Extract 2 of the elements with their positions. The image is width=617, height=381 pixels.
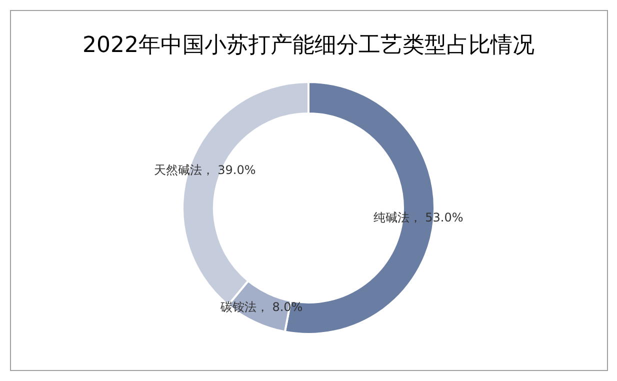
chart-title: 2022年中国小苏打产能细分工艺类型占比情况 <box>82 32 536 60</box>
slice-label: 天然碱法， 39.0% <box>154 162 256 177</box>
